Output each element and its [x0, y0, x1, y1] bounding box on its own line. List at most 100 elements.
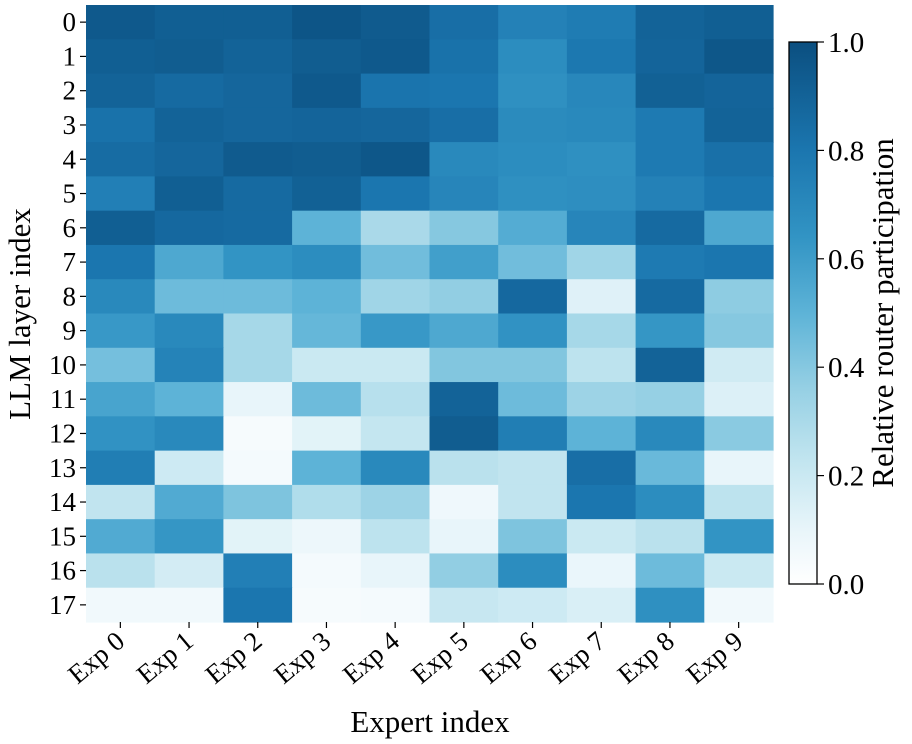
x-axis-ticks: Exp 0 Exp 1 Exp 2 Exp 3 Exp 4 Exp 5 Exp 6 Exp 7…	[62, 622, 749, 690]
heatmap-cell	[704, 142, 774, 177]
heatmap-cell	[292, 176, 362, 212]
heatmap-cell	[635, 484, 705, 520]
heatmap-cell	[360, 73, 431, 109]
heatmap-cell	[566, 244, 637, 280]
heatmap-cell	[566, 279, 637, 315]
y-tick-label: 0	[63, 7, 77, 37]
heatmap-cell	[498, 176, 568, 212]
y-tick-label: 9	[63, 316, 77, 346]
x-tick-label: Exp 4	[337, 625, 405, 689]
heatmap-cell	[498, 382, 568, 417]
heatmap-cell	[154, 107, 224, 143]
heatmap-cell	[429, 142, 499, 177]
heatmap-cell	[223, 347, 293, 383]
heatmap-cell	[360, 210, 431, 246]
y-tick-label: 13	[49, 453, 76, 483]
y-tick-label: 10	[49, 350, 76, 380]
heatmap-cell	[223, 142, 293, 177]
colorbar-tick-label: 0.6	[828, 244, 864, 276]
y-tick-label: 11	[50, 384, 76, 414]
x-tick-label: Exp 0	[62, 626, 130, 690]
heatmap-cell	[635, 416, 705, 452]
heatmap-cell	[360, 519, 431, 555]
heatmap-cell	[704, 210, 774, 246]
heatmap-cell	[292, 382, 362, 417]
heatmap-cell	[360, 450, 431, 486]
heatmap-cell	[86, 5, 156, 40]
heatmap-cell	[429, 73, 499, 109]
y-tick-label: 1	[63, 41, 77, 71]
heatmap-cell	[360, 313, 431, 349]
heatmap-cell	[429, 416, 499, 452]
heatmap-cell	[292, 519, 362, 555]
heatmap-cell	[704, 176, 774, 212]
heatmap-cell	[292, 313, 362, 349]
heatmap-cell	[360, 5, 431, 40]
heatmap-cell	[86, 244, 156, 280]
y-tick-label: 7	[63, 247, 77, 277]
heatmap-cell	[566, 210, 637, 246]
heatmap-cell	[223, 553, 293, 589]
heatmap-cell	[429, 313, 499, 349]
heatmap-cell	[498, 107, 568, 143]
y-tick-label: 8	[63, 281, 77, 311]
heatmap-cell	[635, 176, 705, 212]
heatmap-cell	[429, 519, 499, 555]
heatmap-cell	[292, 5, 362, 40]
heatmap-cell	[154, 73, 224, 109]
x-tick-label: Exp 1	[131, 626, 199, 690]
heatmap-cells	[86, 5, 774, 623]
heatmap-cell	[635, 519, 705, 555]
heatmap-cell	[635, 279, 705, 315]
heatmap-cell	[498, 5, 568, 40]
heatmap-cell	[154, 142, 224, 177]
heatmap-cell	[223, 244, 293, 280]
heatmap-cell	[154, 5, 224, 40]
heatmap-cell	[154, 484, 224, 520]
heatmap-cell	[429, 5, 499, 40]
heatmap-cell	[292, 279, 362, 315]
y-tick-label: 6	[63, 213, 77, 243]
heatmap-cell	[704, 553, 774, 589]
heatmap-cell	[498, 553, 568, 589]
heatmap-cell	[86, 107, 156, 143]
heatmap-cell	[86, 73, 156, 109]
heatmap-cell	[223, 210, 293, 246]
heatmap-cell	[360, 142, 431, 177]
y-tick-label: 14	[49, 487, 77, 517]
heatmap-cell	[498, 210, 568, 246]
heatmap-cell	[154, 382, 224, 417]
heatmap-cell	[704, 279, 774, 315]
heatmap-cell	[635, 107, 705, 143]
heatmap-cell	[635, 313, 705, 349]
heatmap-cell	[223, 450, 293, 486]
heatmap-cell	[360, 279, 431, 315]
heatmap-cell	[154, 450, 224, 486]
x-tick-label: Exp 3	[268, 626, 336, 690]
heatmap-cell	[635, 382, 705, 417]
heatmap-cell	[704, 39, 774, 75]
heatmap-cell	[292, 484, 362, 520]
heatmap-cell	[154, 176, 224, 212]
heatmap-cell	[292, 347, 362, 383]
heatmap-cell	[566, 5, 637, 40]
x-tick-label: Exp 7	[543, 626, 611, 690]
heatmap-cell	[498, 484, 568, 520]
heatmap-cell	[223, 519, 293, 555]
heatmap-cell	[86, 39, 156, 75]
heatmap-cell	[429, 279, 499, 315]
heatmap-cell	[635, 450, 705, 486]
heatmap-cell	[292, 244, 362, 280]
heatmap-cell	[635, 142, 705, 177]
heatmap-cell	[223, 39, 293, 75]
heatmap-cell	[704, 244, 774, 280]
heatmap-cell	[154, 244, 224, 280]
heatmap-cell	[704, 5, 774, 40]
x-axis-title: Expert index	[350, 704, 510, 739]
heatmap-cell	[704, 450, 774, 486]
heatmap-cell	[429, 244, 499, 280]
y-tick-label: 17	[49, 590, 76, 620]
x-tick-label: Exp 8	[612, 626, 680, 690]
colorbar-title: Relative router participation	[865, 138, 900, 488]
